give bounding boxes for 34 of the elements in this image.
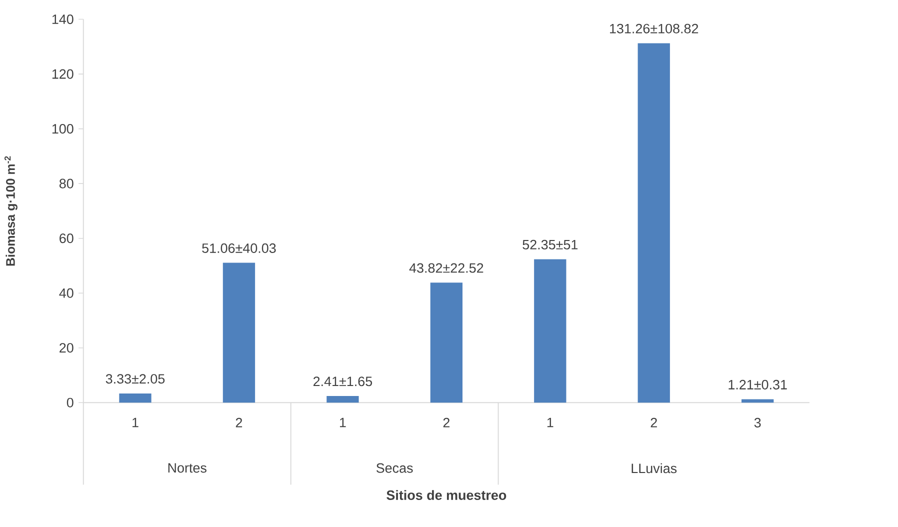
bar (638, 43, 670, 403)
bar (430, 282, 462, 403)
data-label: 43.82±22.52 (409, 263, 484, 273)
bar (119, 393, 152, 403)
y-axis-title: Biomasa g·100 m$^{-2}$ (4, 156, 18, 266)
y-tick-label: 140 (52, 14, 74, 24)
bar (222, 262, 256, 403)
text: LLuvias (632, 463, 677, 474)
x-tick-label: 1 (132, 418, 138, 428)
x-axis-title: Sitios de muestreo (386, 490, 506, 500)
y-tick-label: 40 (59, 288, 74, 298)
y-tick-label: 0 (66, 398, 74, 408)
data-label: 51.06±40.03 (202, 243, 276, 253)
bar (742, 399, 774, 403)
x-tick-label: 1 (340, 418, 346, 428)
data-label: 131.26±108.82 (610, 24, 698, 34)
x-tick-label: 2 (236, 418, 242, 428)
data-label: 2.41±1.65 (313, 376, 372, 386)
x-tick-label: 3 (754, 418, 761, 428)
y-tick-label: 80 (59, 178, 74, 188)
data-label: 52.35±51 (522, 240, 578, 250)
y-tick-label: 20 (60, 342, 74, 353)
data-label: 3.33±2.05 (106, 374, 165, 384)
y-tick-label: 100 (52, 124, 74, 134)
text: Nortes (168, 463, 206, 473)
bar (326, 396, 359, 403)
bar (534, 259, 566, 403)
x-tick-label: 2 (650, 418, 657, 428)
data-label: 1.21±0.31 (728, 380, 787, 390)
y-tick-label: 60 (60, 233, 74, 244)
x-tick-label: 2 (443, 418, 450, 428)
y-tick-label: 120 (52, 69, 74, 79)
x-tick-label: 1 (547, 418, 554, 428)
text: Secas (376, 463, 413, 473)
